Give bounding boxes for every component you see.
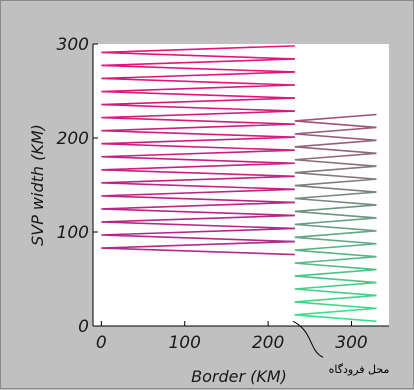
left-zigzag-row-16 xyxy=(101,240,295,256)
right-zigzag-row-9 xyxy=(294,217,377,232)
left-zigzag-row-15 xyxy=(101,227,295,243)
right-zigzag-row-15 xyxy=(294,294,377,310)
x-axis-label: Border (KM) xyxy=(191,367,287,386)
left-zigzag-row-6 xyxy=(101,110,295,125)
left-zigzag-row-13 xyxy=(101,201,295,217)
right-zigzag-row-14 xyxy=(294,281,377,297)
left-zigzag-row-14 xyxy=(101,214,295,230)
right-zigzag-row-16 xyxy=(294,307,377,323)
y-tick-label: 100 xyxy=(57,223,89,243)
left-zigzag-row-7 xyxy=(101,123,295,138)
y-tick-label: 200 xyxy=(57,129,89,149)
left-zigzag-row-10 xyxy=(101,162,295,178)
right-zigzag-row-7 xyxy=(294,191,377,206)
annotation-label: محل فرودگاه xyxy=(329,363,390,376)
right-zigzag-row-10 xyxy=(294,230,377,245)
left-zigzag-row-12 xyxy=(101,188,295,204)
right-zigzag-row-12 xyxy=(294,255,377,271)
right-zigzag-row-2 xyxy=(294,126,377,142)
left-zigzag-row-11 xyxy=(101,175,295,191)
right-zigzag-row-13 xyxy=(294,268,377,284)
right-zigzag-row-8 xyxy=(294,204,377,219)
right-zigzag-row-1 xyxy=(294,113,377,129)
y-tick-label: 0 xyxy=(78,317,89,337)
left-zigzag-row-8 xyxy=(101,136,295,152)
right-zigzag-row-4 xyxy=(294,152,377,167)
annotation-arrow xyxy=(292,320,324,358)
x-tick-label: 0 xyxy=(96,333,107,353)
y-tick-label: 300 xyxy=(57,35,89,55)
x-tick-label: 200 xyxy=(252,333,284,353)
right-zigzag-row-3 xyxy=(294,139,377,155)
right-zigzag-row-5 xyxy=(294,165,377,180)
y-axis-label: SVP width (KM) xyxy=(28,124,47,246)
x-tick-label: 100 xyxy=(168,333,200,353)
x-tick-label: 300 xyxy=(335,333,367,353)
right-zigzag-row-11 xyxy=(294,242,377,258)
left-zigzag-row-2 xyxy=(101,58,295,73)
left-zigzag-row-5 xyxy=(101,97,295,112)
right-zigzag-row-6 xyxy=(294,178,377,193)
left-zigzag-row-9 xyxy=(101,149,295,165)
left-zigzag-row-4 xyxy=(101,84,295,99)
left-zigzag-row-3 xyxy=(101,71,295,86)
left-zigzag-row-1 xyxy=(101,45,295,60)
